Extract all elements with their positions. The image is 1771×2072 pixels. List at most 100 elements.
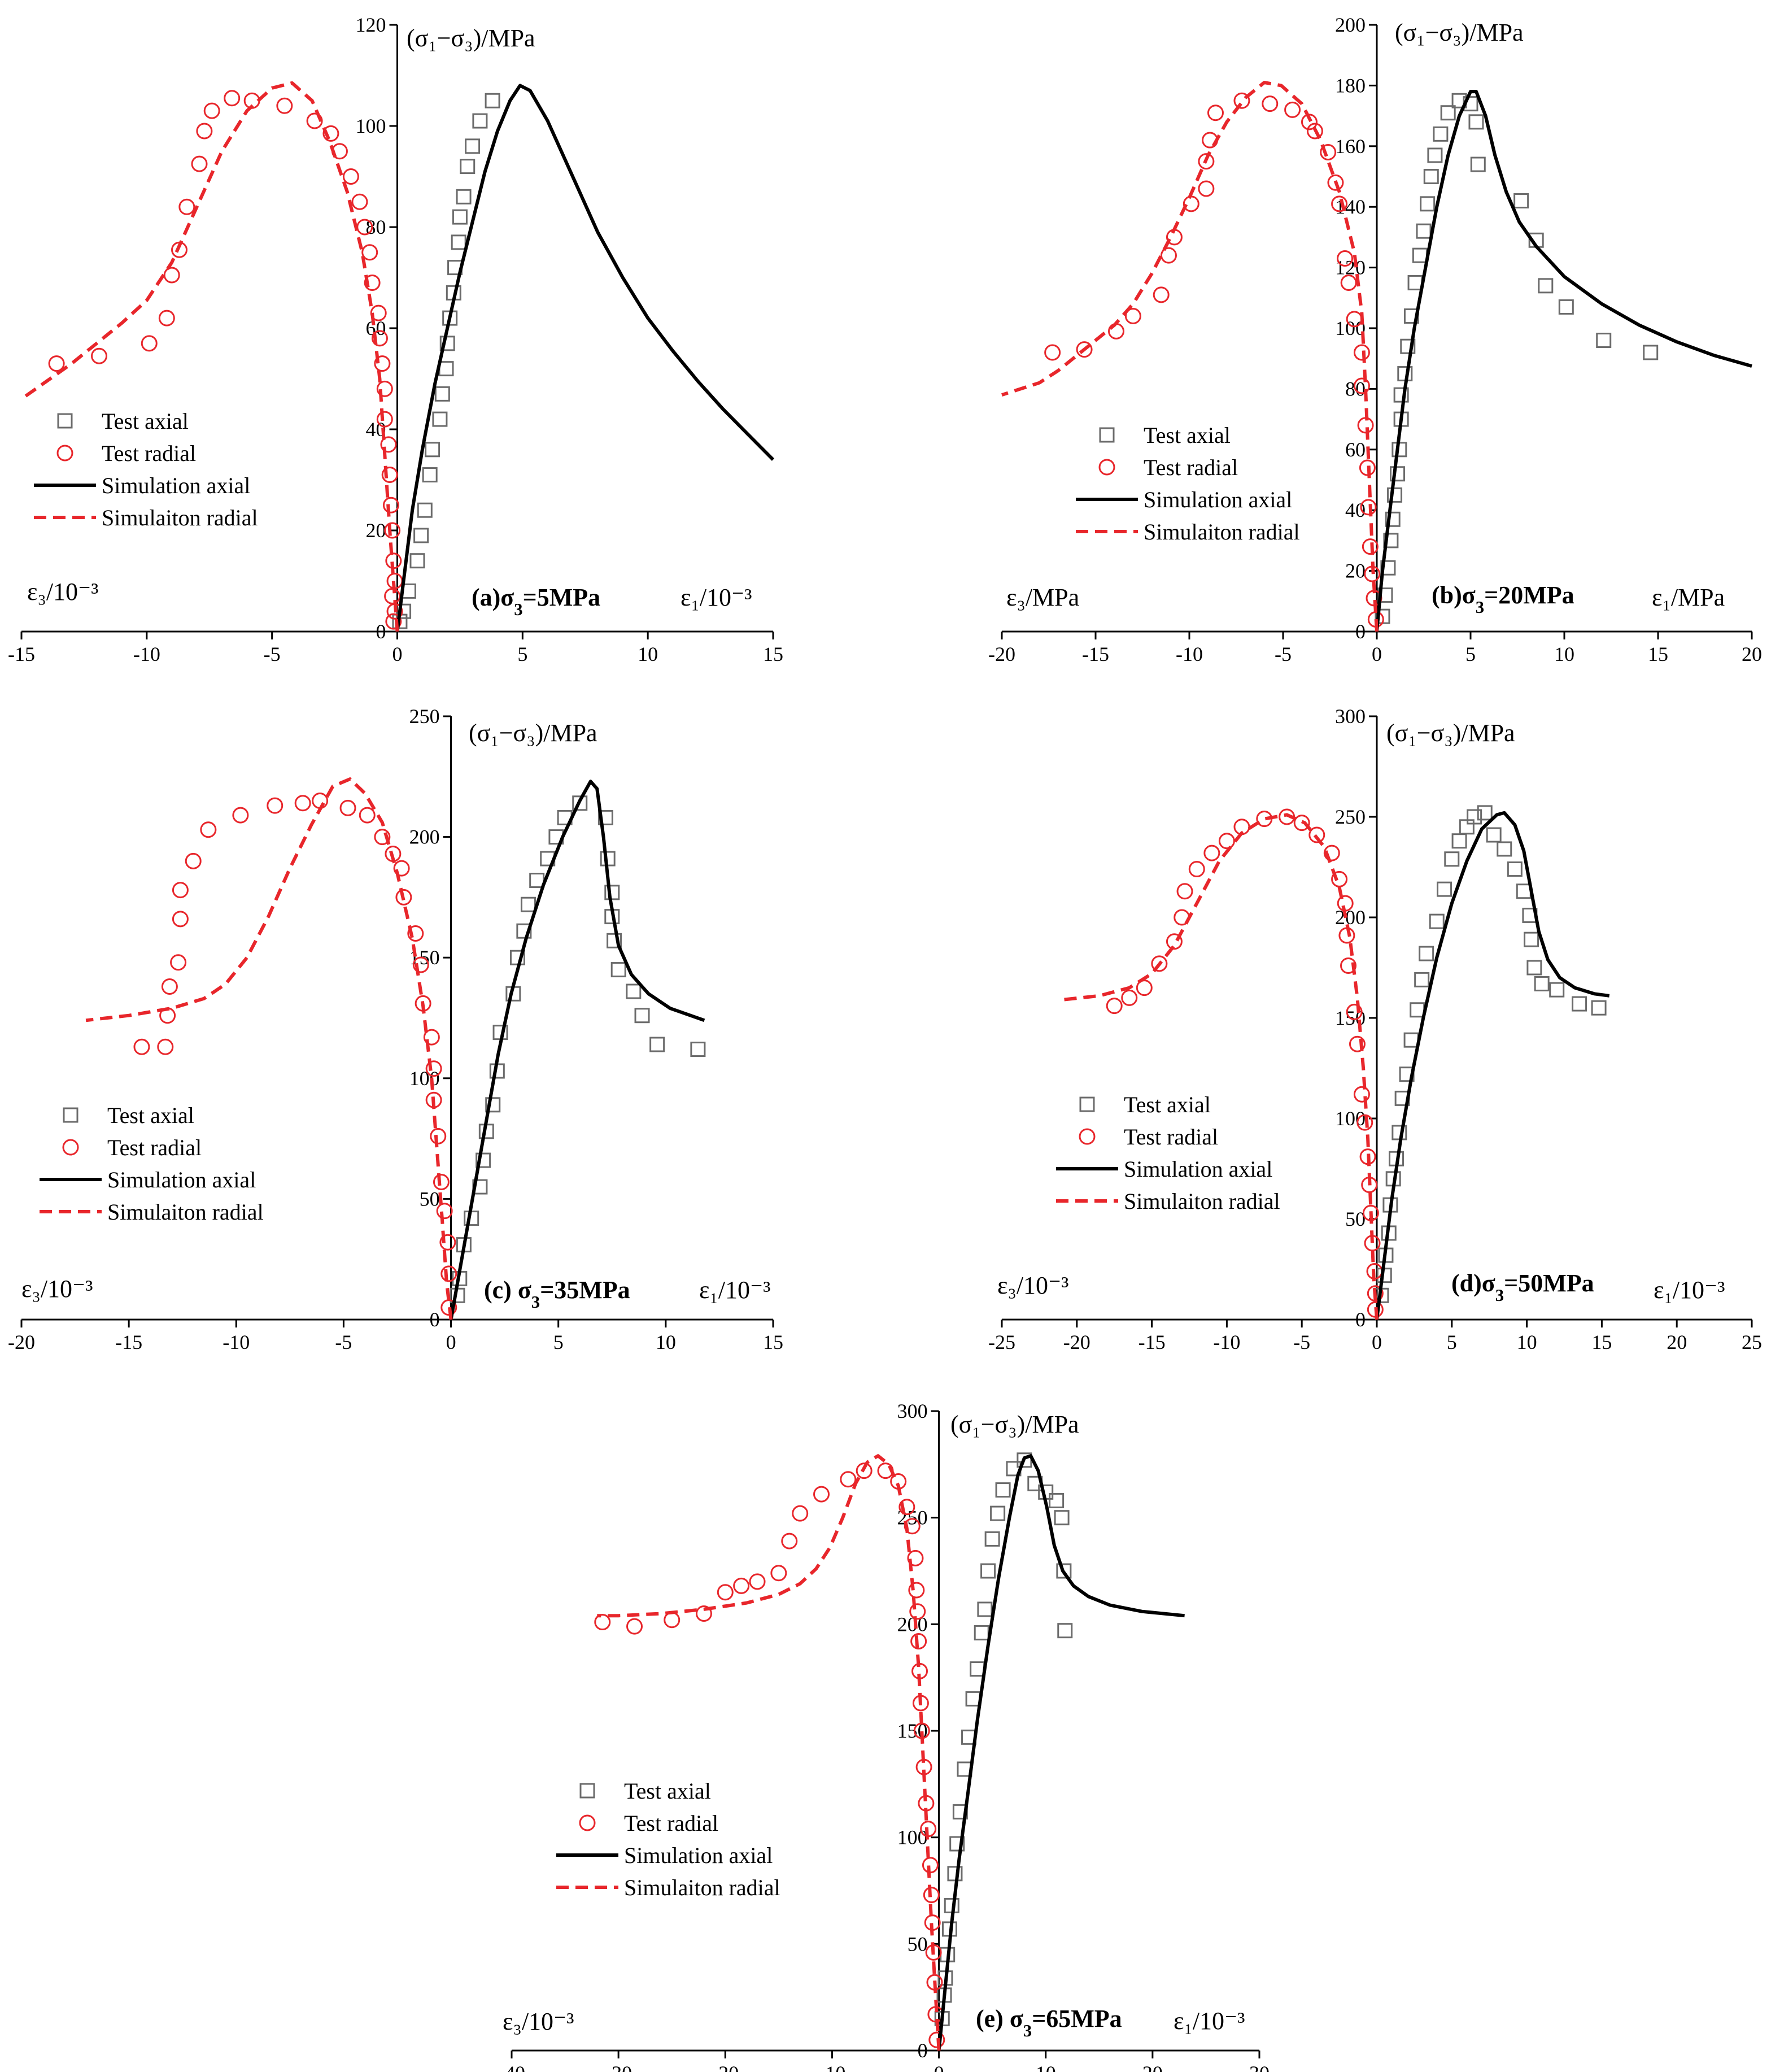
y-axis-label: (σ₁−σ₃)/MPa bbox=[1395, 19, 1524, 46]
test-radial-point bbox=[1106, 998, 1123, 1015]
test-axial-point bbox=[413, 528, 429, 543]
test-radial-point bbox=[1176, 883, 1193, 900]
x-tick-label: -15 bbox=[1082, 643, 1109, 665]
panel-label: (c) σ3=35MPa bbox=[484, 1276, 630, 1312]
legend-square-icon bbox=[63, 1107, 78, 1123]
test-radial-point bbox=[770, 1565, 787, 1582]
test-axial-point bbox=[472, 113, 488, 129]
x-tick-label: -10 bbox=[1176, 643, 1203, 665]
x-tick-label: 10 bbox=[656, 1331, 676, 1353]
test-axial-point bbox=[434, 386, 450, 402]
test-axial-point bbox=[1423, 169, 1439, 184]
x-tick-label: -15 bbox=[1138, 1331, 1166, 1353]
test-radial-point bbox=[342, 168, 359, 185]
x-tick-label: 5 bbox=[517, 643, 527, 665]
test-radial-point bbox=[695, 1605, 712, 1622]
test-axial-point bbox=[1427, 147, 1443, 163]
test-radial-point bbox=[374, 355, 391, 372]
test-radial-point bbox=[351, 193, 368, 210]
legend-label: Test axial bbox=[102, 408, 189, 434]
test-radial-point bbox=[1293, 815, 1310, 832]
panel-label: (b)σ3=20MPa bbox=[1432, 581, 1574, 617]
x-tick-label: 25 bbox=[1742, 1331, 1762, 1353]
chart-panel-e: -40-30-20-100102030050100150200250300(σ₁… bbox=[498, 1400, 1270, 2072]
chart-legend: Test axial Test radial Simulation axial Sim… bbox=[556, 1778, 780, 1900]
test-radial-point bbox=[781, 1533, 798, 1549]
test-axial-point bbox=[1383, 533, 1399, 549]
x-tick-label: 5 bbox=[1465, 643, 1476, 665]
test-radial-point bbox=[178, 198, 195, 215]
legend-label: Simulaiton radial bbox=[1124, 1189, 1280, 1214]
test-axial-point bbox=[432, 411, 448, 427]
test-axial-point bbox=[949, 1836, 965, 1852]
y-tick-label: 60 bbox=[1345, 438, 1366, 461]
chart-panel-c: -20 -15 -10 -5 0 5 10 15050100150200250(σ₁−σ₃)/… bbox=[8, 705, 783, 1353]
y-tick-label: 200 bbox=[409, 826, 440, 848]
test-radial-point bbox=[1346, 1003, 1363, 1020]
test-radial-point bbox=[382, 497, 399, 513]
x-tick-label: 15 bbox=[1648, 643, 1668, 665]
test-radial-point bbox=[439, 1234, 456, 1251]
test-radial-point bbox=[364, 274, 381, 291]
y-tick-label: 0 bbox=[1355, 1308, 1366, 1331]
test-radial-point bbox=[200, 821, 217, 838]
y-tick-label: 200 bbox=[1335, 14, 1366, 36]
legend-label: Test radial bbox=[1124, 1124, 1218, 1150]
test-radial-point bbox=[1044, 344, 1061, 361]
test-axial-point bbox=[995, 1482, 1011, 1498]
y-axis-label: (σ₁−σ₃)/MPa bbox=[469, 719, 597, 747]
test-axial-point bbox=[452, 209, 468, 225]
test-axial-point bbox=[1419, 946, 1434, 961]
legend-label: Simulation axial bbox=[1144, 487, 1292, 512]
legend-label: Simulaiton radial bbox=[102, 505, 258, 530]
test-axial-point bbox=[572, 795, 588, 811]
test-radial-point bbox=[339, 799, 356, 816]
x-tick-label: 30 bbox=[1249, 2062, 1270, 2072]
legend-label: Test radial bbox=[107, 1135, 202, 1160]
test-axial-point bbox=[485, 93, 500, 108]
test-radial-point bbox=[626, 1618, 643, 1635]
legend-label: Simulaiton radial bbox=[107, 1199, 264, 1225]
y-tick-label: 100 bbox=[1335, 1107, 1366, 1130]
test-radial-point bbox=[1076, 341, 1093, 358]
simulation-radial-line bbox=[1061, 813, 1379, 1320]
test-axial-point bbox=[1538, 278, 1554, 294]
x-tick-label: -20 bbox=[712, 2062, 739, 2072]
test-radial-point bbox=[395, 889, 412, 906]
legend-circle-icon bbox=[579, 1814, 596, 1831]
y-tick-label: 140 bbox=[1335, 195, 1366, 218]
simulation-radial-line bbox=[20, 81, 399, 632]
legend-square-icon bbox=[579, 1783, 595, 1799]
test-axial-point bbox=[1429, 913, 1445, 929]
simulation-radial-line bbox=[597, 1454, 941, 2051]
test-radial-point bbox=[1356, 1114, 1373, 1131]
test-radial-point bbox=[91, 347, 108, 364]
test-axial-point bbox=[1549, 982, 1565, 998]
x-tick-label: -15 bbox=[115, 1331, 142, 1353]
x-axis-left-name: ε₃/MPa bbox=[1006, 584, 1079, 611]
x-axis-left-name: ε₃/10⁻³ bbox=[997, 1272, 1068, 1299]
x-tick-label: 0 bbox=[1372, 643, 1382, 665]
test-radial-point bbox=[1320, 144, 1337, 161]
test-radial-point bbox=[1340, 957, 1357, 974]
x-tick-label: -30 bbox=[605, 2062, 632, 2072]
x-tick-label: -15 bbox=[8, 643, 35, 665]
test-axial-point bbox=[1444, 851, 1460, 867]
test-radial-point bbox=[1160, 247, 1177, 264]
test-radial-point bbox=[1151, 955, 1168, 972]
test-axial-point bbox=[1497, 841, 1512, 857]
legend-label: Test axial bbox=[1144, 423, 1231, 448]
test-radial-point bbox=[267, 797, 283, 814]
x-tick-label: 10 bbox=[1036, 2062, 1056, 2072]
test-axial-point bbox=[1467, 809, 1482, 825]
test-axial-point bbox=[1470, 156, 1486, 172]
test-radial-point bbox=[384, 587, 401, 604]
test-radial-point bbox=[322, 125, 339, 142]
chart-panel-b: -20 -15 -10 -5 0 5 10 15 20020406080100120140160… bbox=[988, 14, 1762, 665]
simulation-axial-line bbox=[449, 780, 705, 1320]
test-axial-point bbox=[1393, 387, 1409, 403]
test-radial-point bbox=[393, 860, 410, 877]
x-axis-right-name: ε₁/10⁻³ bbox=[1654, 1276, 1725, 1304]
y-tick-label: 50 bbox=[1345, 1208, 1366, 1230]
test-axial-point bbox=[984, 1531, 1000, 1547]
